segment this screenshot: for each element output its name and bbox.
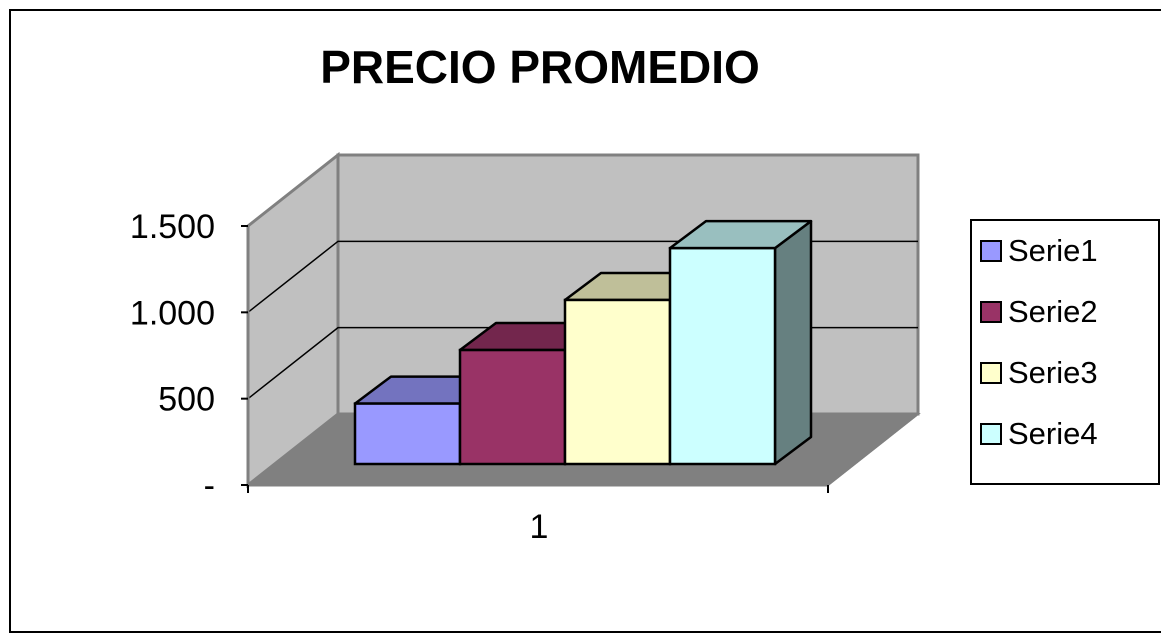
chart-plot-area: - 500 1.000 1.500 1 bbox=[130, 151, 921, 546]
y-tick-label-1500: 1.500 bbox=[130, 208, 215, 246]
legend-label: Serie2 bbox=[1008, 294, 1098, 329]
y-tick-label-1000: 1.000 bbox=[130, 294, 215, 332]
bar-front-serie1 bbox=[353, 402, 462, 466]
chart-title: PRECIO PROMEDIO bbox=[320, 41, 760, 93]
legend-swatch bbox=[980, 423, 1002, 445]
y-tick-label-0: - bbox=[204, 467, 215, 505]
legend-swatch bbox=[980, 362, 1002, 384]
chart-axes bbox=[241, 225, 919, 493]
legend-label: Serie4 bbox=[1008, 416, 1098, 451]
legend-label: Serie1 bbox=[1008, 233, 1098, 268]
chart-bars bbox=[353, 219, 813, 466]
legend-label: Serie3 bbox=[1008, 355, 1098, 390]
legend-item-serie4: Serie4 bbox=[980, 414, 1098, 454]
legend-swatch bbox=[980, 240, 1002, 262]
bar-front-serie3 bbox=[563, 298, 672, 466]
legend-item-serie3: Serie3 bbox=[980, 353, 1098, 393]
legend-item-serie1: Serie1 bbox=[980, 231, 1098, 271]
y-tick-label-500: 500 bbox=[158, 381, 215, 419]
bar-side-serie4 bbox=[773, 219, 813, 466]
bar-serie4 bbox=[668, 219, 813, 466]
x-tick-label-1: 1 bbox=[530, 508, 549, 546]
bar-front-serie2 bbox=[458, 348, 567, 466]
legend-swatch bbox=[980, 301, 1002, 323]
floor-edge-line bbox=[827, 413, 919, 486]
bar-front-serie4 bbox=[668, 246, 777, 466]
chart-tick-labels: - 500 1.000 1.500 1 bbox=[130, 208, 549, 546]
chart-legend: Serie1 Serie2 Serie3 Serie4 bbox=[970, 219, 1160, 485]
legend-item-serie2: Serie2 bbox=[980, 292, 1098, 332]
